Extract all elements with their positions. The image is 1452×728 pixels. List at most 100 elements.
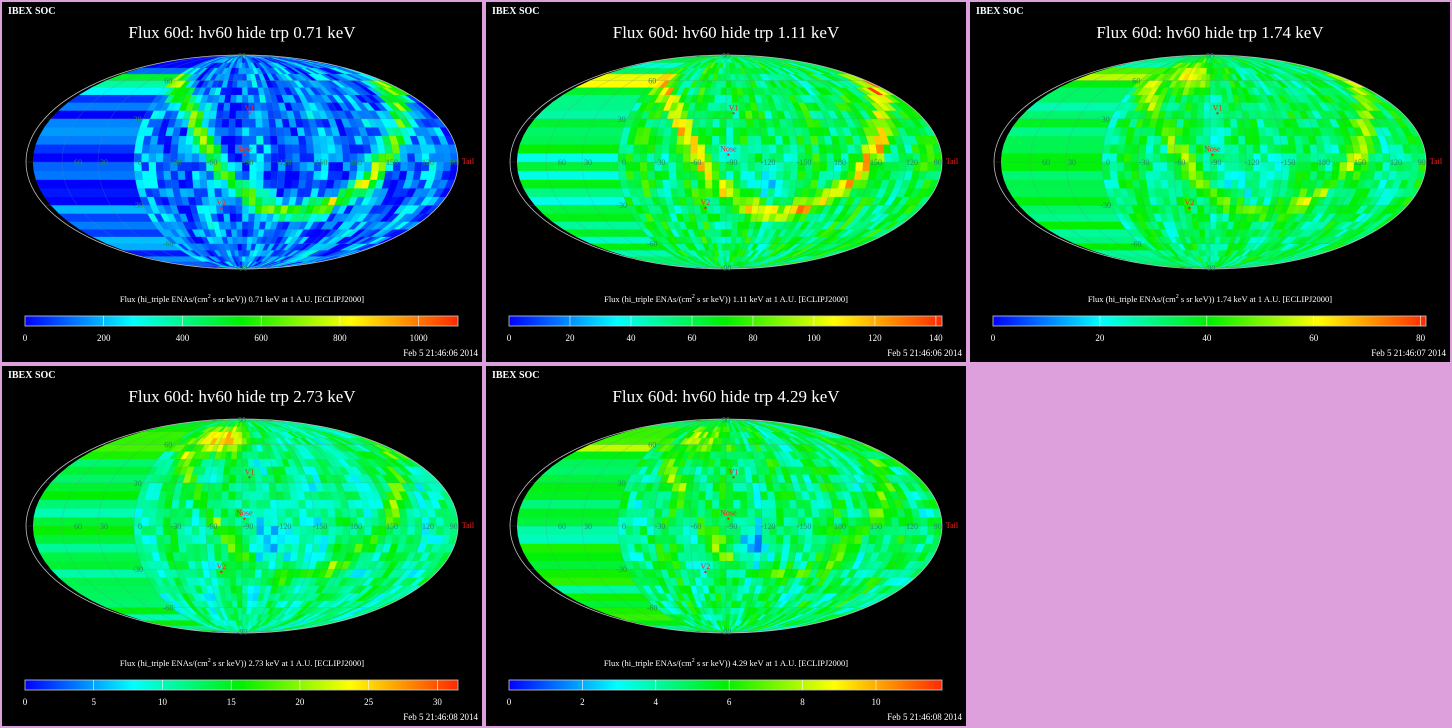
heatmap-cell bbox=[736, 87, 744, 96]
heatmap-cell bbox=[282, 187, 292, 198]
latitude-label: -30 bbox=[616, 201, 627, 210]
heatmap-cell bbox=[890, 152, 900, 163]
sky-map-panel: 60 30 0 -30 -60 -90 -120 -150 180 150 120 90 90 60 30-… bbox=[2, 2, 482, 362]
heatmap-cell bbox=[661, 179, 671, 189]
colorbar-tick-label: 80 bbox=[748, 333, 758, 343]
heatmap-cell bbox=[1245, 144, 1254, 154]
heatmap-cell bbox=[682, 144, 691, 154]
heatmap-cell bbox=[739, 144, 748, 154]
heatmap-cell bbox=[252, 94, 261, 103]
heatmap-cell bbox=[746, 187, 755, 198]
heatmap-cell bbox=[248, 170, 257, 180]
heatmap-cell bbox=[134, 170, 143, 180]
heatmap-cell bbox=[826, 161, 835, 172]
heatmap-cell bbox=[220, 187, 229, 198]
panel-title: Flux 60d: hv60 hide trp 1.11 keV bbox=[612, 23, 840, 42]
heatmap-cell bbox=[725, 135, 734, 145]
heatmap-cell bbox=[435, 161, 444, 172]
heatmap-cell bbox=[246, 87, 254, 96]
heatmap-cell bbox=[252, 228, 260, 237]
heatmap-cell bbox=[241, 126, 250, 137]
heatmap-cell bbox=[221, 118, 230, 128]
heatmap-cell bbox=[262, 126, 271, 137]
heatmap-cell bbox=[177, 144, 186, 154]
heatmap-cell bbox=[241, 73, 247, 81]
heatmap-cell bbox=[736, 228, 744, 237]
heatmap-cell bbox=[897, 161, 907, 172]
heatmap-cell bbox=[883, 161, 892, 172]
heatmap-cell bbox=[753, 135, 762, 145]
heatmap-cell bbox=[730, 87, 738, 96]
heatmap-cell bbox=[1331, 152, 1340, 163]
heatmap-cell bbox=[725, 243, 731, 251]
heatmap-cell bbox=[262, 179, 271, 189]
heatmap-cell bbox=[731, 213, 739, 222]
heatmap-cell bbox=[730, 236, 737, 244]
meridian-line bbox=[205, 55, 243, 269]
heatmap-cell bbox=[690, 187, 700, 198]
heatmap-cell bbox=[213, 135, 222, 145]
heatmap-cell bbox=[919, 161, 928, 172]
heatmap-cell bbox=[719, 213, 727, 222]
heatmap-cell bbox=[639, 152, 648, 163]
heatmap-cell bbox=[725, 62, 730, 69]
heatmap-cell bbox=[378, 152, 387, 163]
heatmap-cell bbox=[1227, 102, 1236, 111]
heatmap-cell bbox=[148, 152, 157, 163]
heatmap-cell bbox=[1381, 161, 1391, 172]
heatmap-cell bbox=[155, 144, 165, 154]
heatmap-cell bbox=[744, 110, 753, 120]
heatmap-cell bbox=[1302, 170, 1311, 180]
colorbar-tick-label: 400 bbox=[176, 333, 190, 343]
heatmap-cell bbox=[697, 179, 706, 189]
colorbar-tick-label: 100 bbox=[807, 333, 821, 343]
heatmap-cell bbox=[275, 187, 285, 198]
heatmap-cell bbox=[624, 161, 633, 172]
colorbar bbox=[24, 315, 459, 327]
heatmap-cell bbox=[732, 170, 741, 180]
heatmap-cell bbox=[668, 152, 677, 163]
heatmap-cell bbox=[227, 179, 236, 189]
heatmap-cell bbox=[205, 170, 214, 180]
heatmap-cell bbox=[184, 161, 193, 172]
heatmap-cell bbox=[312, 170, 322, 180]
heatmap-cell bbox=[236, 236, 243, 244]
heatmap-cell bbox=[234, 152, 243, 163]
meridian-line bbox=[133, 55, 243, 269]
heatmap-cell bbox=[897, 152, 907, 163]
colorbar-tick-label: 20 bbox=[565, 333, 575, 343]
heatmap-cell bbox=[234, 179, 243, 189]
heatmap-cell bbox=[255, 170, 264, 180]
map-outline bbox=[25, 54, 459, 270]
heatmap-cell bbox=[718, 161, 727, 172]
heatmap-cell bbox=[134, 144, 143, 154]
heatmap-cell bbox=[254, 110, 263, 120]
heatmap-cell bbox=[177, 179, 187, 189]
heatmap-cell bbox=[236, 228, 243, 237]
heatmap-cell bbox=[768, 144, 777, 154]
heatmap-cell bbox=[743, 102, 752, 111]
heatmap-cell bbox=[697, 144, 705, 154]
heatmap-cell bbox=[825, 170, 834, 180]
heatmap-cell bbox=[277, 170, 286, 180]
heatmap-cell bbox=[706, 102, 715, 111]
heatmap-cell bbox=[241, 249, 247, 257]
heatmap-cell bbox=[676, 179, 685, 189]
heatmap-cell bbox=[854, 152, 864, 163]
colorbar-caption: Flux (hi_triple ENAs/(cm2 s sr keV)) 0.7… bbox=[2, 294, 482, 304]
heatmap-cell bbox=[255, 179, 264, 189]
heatmap-cell bbox=[747, 152, 756, 163]
heatmap-cell bbox=[245, 243, 252, 251]
heatmap-cell bbox=[1238, 170, 1247, 180]
heatmap-cell bbox=[370, 161, 380, 172]
heatmap-cell bbox=[220, 126, 229, 137]
heatmap-cell bbox=[326, 170, 336, 180]
heatmap-cell bbox=[241, 196, 250, 206]
heatmap-cell bbox=[319, 170, 329, 180]
heatmap-cell bbox=[1267, 152, 1276, 163]
colorbar-caption: Flux (hi_triple ENAs/(cm2 s sr keV)) 1.1… bbox=[486, 294, 966, 304]
heatmap-cell bbox=[747, 170, 755, 180]
heatmap-cell bbox=[1250, 126, 1260, 137]
heatmap-cell bbox=[725, 255, 730, 262]
heatmap-cell bbox=[862, 161, 871, 172]
